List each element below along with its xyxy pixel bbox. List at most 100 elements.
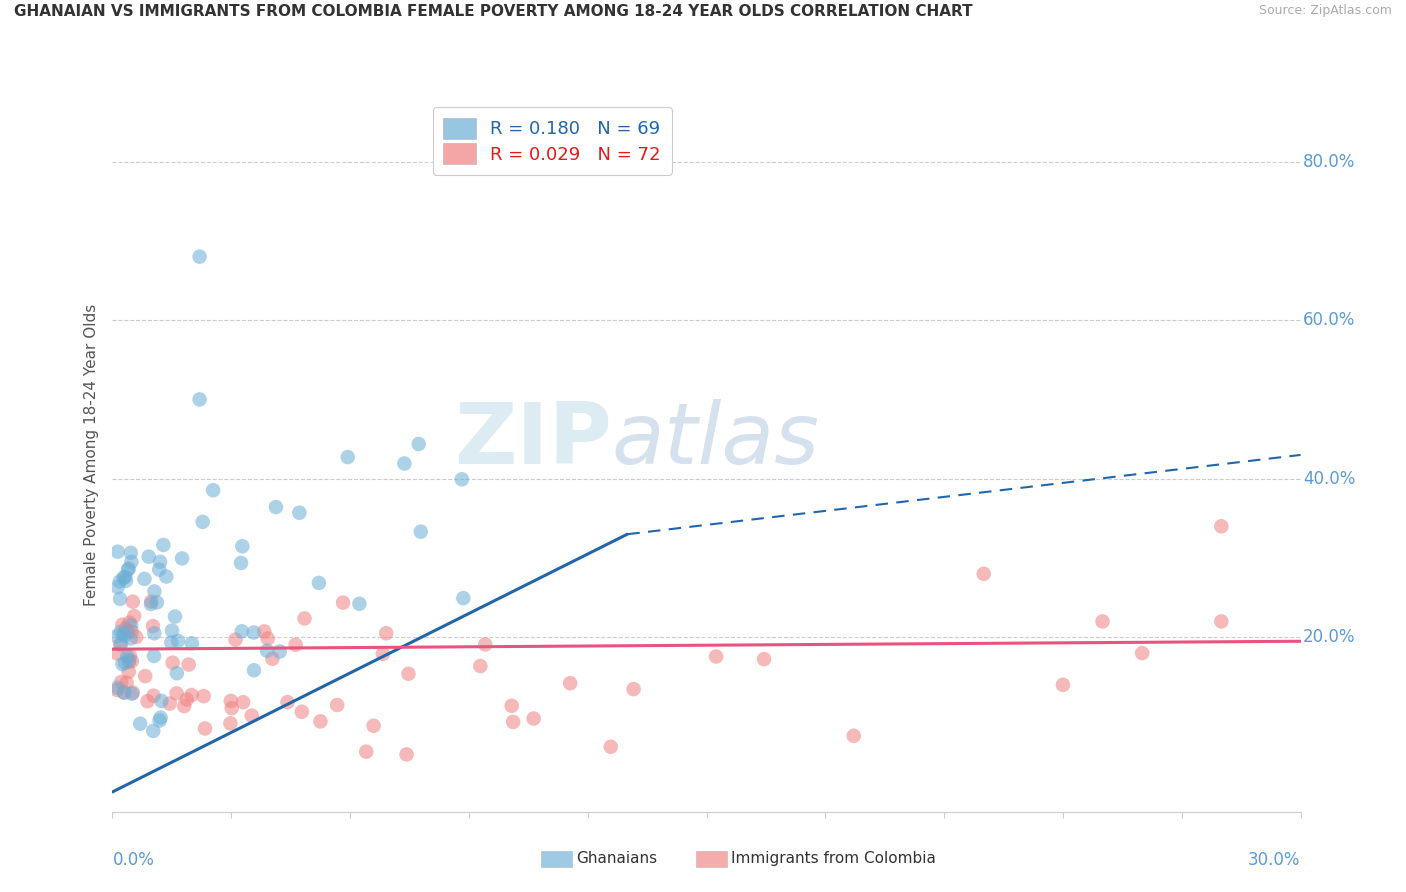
- Point: [110, 675, 132, 690]
- Point: [232, 695, 254, 709]
- Point: [173, 699, 195, 714]
- Point: [159, 697, 181, 711]
- Point: [118, 561, 141, 575]
- Point: [394, 457, 416, 471]
- Text: Source: ZipAtlas.com: Source: ZipAtlas.com: [1258, 4, 1392, 18]
- Point: [163, 609, 186, 624]
- Point: [264, 500, 287, 514]
- Point: [110, 637, 132, 651]
- Point: [105, 682, 128, 697]
- Point: [294, 611, 316, 625]
- Point: [152, 538, 174, 552]
- Point: [193, 689, 215, 703]
- Point: [375, 626, 398, 640]
- Point: [332, 596, 354, 610]
- Y-axis label: Female Poverty Among 18-24 Year Olds: Female Poverty Among 18-24 Year Olds: [83, 304, 98, 606]
- Point: [308, 575, 330, 590]
- Point: [202, 483, 225, 498]
- Point: [166, 666, 188, 681]
- Point: [284, 638, 307, 652]
- Legend: R = 0.180   N = 69, R = 0.029   N = 72: R = 0.180 N = 69, R = 0.029 N = 72: [433, 107, 672, 175]
- Point: [125, 630, 148, 644]
- Point: [117, 563, 139, 577]
- Point: [269, 644, 291, 658]
- Point: [112, 685, 135, 699]
- Point: [108, 637, 131, 651]
- Point: [134, 572, 156, 586]
- Point: [120, 618, 142, 632]
- Point: [122, 609, 145, 624]
- Point: [155, 569, 177, 583]
- Point: [108, 591, 131, 606]
- Point: [395, 747, 418, 762]
- Point: [111, 617, 134, 632]
- Point: [231, 539, 253, 553]
- Point: [114, 570, 136, 584]
- Point: [229, 556, 252, 570]
- Point: [117, 624, 139, 639]
- Point: [170, 551, 193, 566]
- Point: [225, 632, 247, 647]
- Point: [115, 649, 138, 664]
- Point: [842, 729, 865, 743]
- Point: [105, 647, 128, 661]
- Point: [143, 626, 166, 640]
- Point: [243, 663, 266, 677]
- Point: [231, 624, 253, 639]
- Point: [1211, 615, 1233, 629]
- Point: [111, 657, 134, 672]
- Point: [243, 625, 266, 640]
- Text: 30.0%: 30.0%: [1249, 851, 1301, 869]
- Point: [349, 597, 371, 611]
- Point: [336, 450, 359, 464]
- Point: [288, 506, 311, 520]
- Point: [1211, 519, 1233, 533]
- Point: [396, 666, 419, 681]
- Point: [1130, 646, 1153, 660]
- Point: [188, 250, 211, 264]
- Point: [453, 591, 475, 606]
- Point: [219, 694, 242, 708]
- Text: 80.0%: 80.0%: [1303, 153, 1355, 170]
- Point: [142, 689, 165, 703]
- Point: [262, 651, 284, 665]
- Point: [188, 392, 211, 407]
- Text: 40.0%: 40.0%: [1303, 470, 1355, 488]
- Point: [112, 686, 135, 700]
- Point: [256, 643, 278, 657]
- Point: [623, 682, 645, 697]
- Point: [973, 566, 995, 581]
- Point: [167, 633, 190, 648]
- Point: [408, 437, 430, 451]
- Point: [194, 722, 217, 736]
- Point: [115, 621, 138, 635]
- Point: [105, 629, 128, 643]
- Point: [134, 669, 156, 683]
- Point: [107, 545, 129, 559]
- Point: [501, 698, 523, 713]
- Point: [176, 692, 198, 706]
- Point: [162, 656, 184, 670]
- Text: ZIP: ZIP: [454, 399, 612, 483]
- Point: [409, 524, 432, 539]
- Point: [118, 615, 141, 630]
- Point: [143, 648, 166, 663]
- Point: [191, 515, 214, 529]
- Point: [118, 653, 141, 667]
- Point: [143, 584, 166, 599]
- Point: [354, 745, 377, 759]
- Point: [219, 716, 242, 731]
- Point: [148, 714, 170, 728]
- Point: [502, 714, 524, 729]
- Point: [108, 574, 131, 589]
- Point: [121, 555, 143, 569]
- Point: [115, 675, 138, 690]
- Point: [121, 687, 143, 701]
- Point: [177, 657, 200, 672]
- Text: 60.0%: 60.0%: [1303, 311, 1355, 329]
- Text: Ghanaians: Ghanaians: [576, 852, 658, 866]
- Point: [110, 624, 132, 639]
- Point: [160, 635, 183, 649]
- Point: [221, 701, 243, 715]
- Point: [142, 619, 165, 633]
